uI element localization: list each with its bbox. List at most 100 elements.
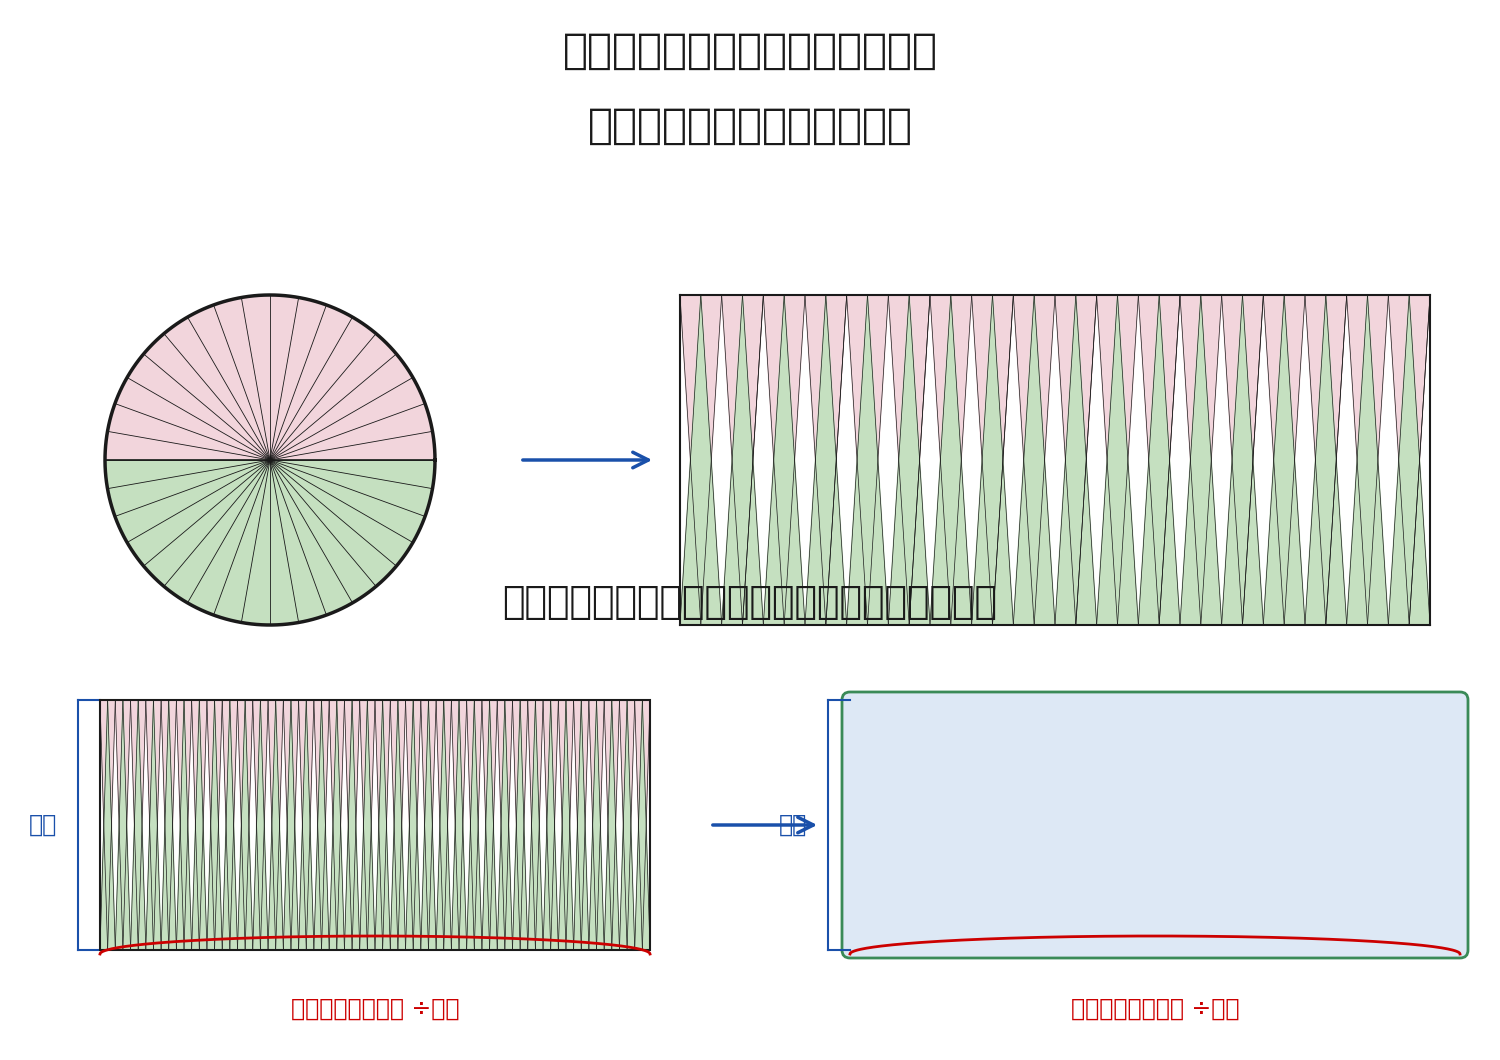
Text: 半径: 半径 [778,813,807,837]
Polygon shape [1138,295,1180,625]
Polygon shape [100,700,116,950]
Polygon shape [207,700,222,950]
Polygon shape [116,460,270,543]
Polygon shape [328,700,345,950]
Polygon shape [144,334,270,460]
Polygon shape [634,700,650,950]
Polygon shape [436,700,451,950]
Text: 半径: 半径 [28,813,57,837]
Polygon shape [1054,295,1096,625]
Polygon shape [314,700,328,950]
Polygon shape [528,700,543,950]
Polygon shape [1389,295,1429,625]
Polygon shape [1221,295,1263,625]
Polygon shape [604,700,619,950]
Polygon shape [270,460,396,586]
Polygon shape [270,460,352,615]
Polygon shape [466,700,482,950]
Text: 円周の半分（円周 ÷２）: 円周の半分（円周 ÷２） [1071,997,1239,1021]
Polygon shape [1263,295,1305,625]
Polygon shape [105,431,270,460]
Polygon shape [375,700,390,950]
Polygon shape [930,295,972,625]
Polygon shape [452,700,466,950]
Polygon shape [1305,295,1347,625]
Polygon shape [146,700,160,950]
Polygon shape [144,460,270,586]
Polygon shape [128,354,270,460]
Polygon shape [188,305,270,460]
Polygon shape [1014,295,1054,625]
Polygon shape [846,295,888,625]
Polygon shape [270,404,432,460]
Polygon shape [270,460,413,566]
Polygon shape [270,460,327,622]
Polygon shape [270,334,396,460]
Polygon shape [1180,295,1221,625]
Polygon shape [422,700,436,950]
Polygon shape [482,700,496,950]
Polygon shape [130,700,146,950]
Polygon shape [192,700,207,950]
Polygon shape [888,295,930,625]
Polygon shape [436,700,451,950]
Polygon shape [270,460,432,516]
Polygon shape [573,700,590,950]
Polygon shape [1096,295,1138,625]
Polygon shape [558,700,573,950]
Polygon shape [496,700,513,950]
Polygon shape [254,700,268,950]
Polygon shape [105,460,270,489]
Polygon shape [1096,295,1138,625]
Polygon shape [314,700,328,950]
Polygon shape [888,295,930,625]
Polygon shape [237,700,254,950]
Polygon shape [1389,295,1429,625]
Text: さっきより、きれいな長方形になってきました。: さっきより、きれいな長方形になってきました。 [503,585,998,621]
Polygon shape [972,295,1014,625]
Polygon shape [128,460,270,566]
Polygon shape [482,700,496,950]
Polygon shape [146,700,160,950]
Polygon shape [513,700,528,950]
Polygon shape [160,700,177,950]
Polygon shape [108,460,270,516]
Polygon shape [573,700,590,950]
Polygon shape [846,295,888,625]
Polygon shape [270,460,435,489]
Text: 円をもっと細かく等分に分けて、: 円をもっと細かく等分に分けて、 [562,30,938,72]
Polygon shape [1014,295,1054,625]
Polygon shape [1180,295,1221,625]
Polygon shape [466,700,482,950]
Polygon shape [764,295,806,625]
Polygon shape [634,700,650,950]
Polygon shape [543,700,558,950]
Polygon shape [270,317,376,460]
Polygon shape [237,700,254,950]
Polygon shape [590,700,604,950]
Polygon shape [405,700,422,950]
Polygon shape [270,377,424,460]
Polygon shape [680,295,722,625]
Polygon shape [207,700,222,950]
Polygon shape [284,700,298,950]
Polygon shape [130,700,146,950]
Polygon shape [164,317,270,460]
Polygon shape [270,431,435,460]
Polygon shape [328,700,345,950]
Polygon shape [116,377,270,460]
Polygon shape [268,700,284,950]
Polygon shape [375,700,390,950]
Polygon shape [620,700,634,950]
Polygon shape [452,700,466,950]
Polygon shape [222,700,237,950]
FancyBboxPatch shape [842,692,1468,958]
Polygon shape [390,700,405,950]
Polygon shape [405,700,422,950]
Polygon shape [604,700,619,950]
Polygon shape [270,298,327,460]
Polygon shape [722,295,764,625]
Polygon shape [116,700,130,950]
Polygon shape [270,305,352,460]
Polygon shape [270,460,424,543]
